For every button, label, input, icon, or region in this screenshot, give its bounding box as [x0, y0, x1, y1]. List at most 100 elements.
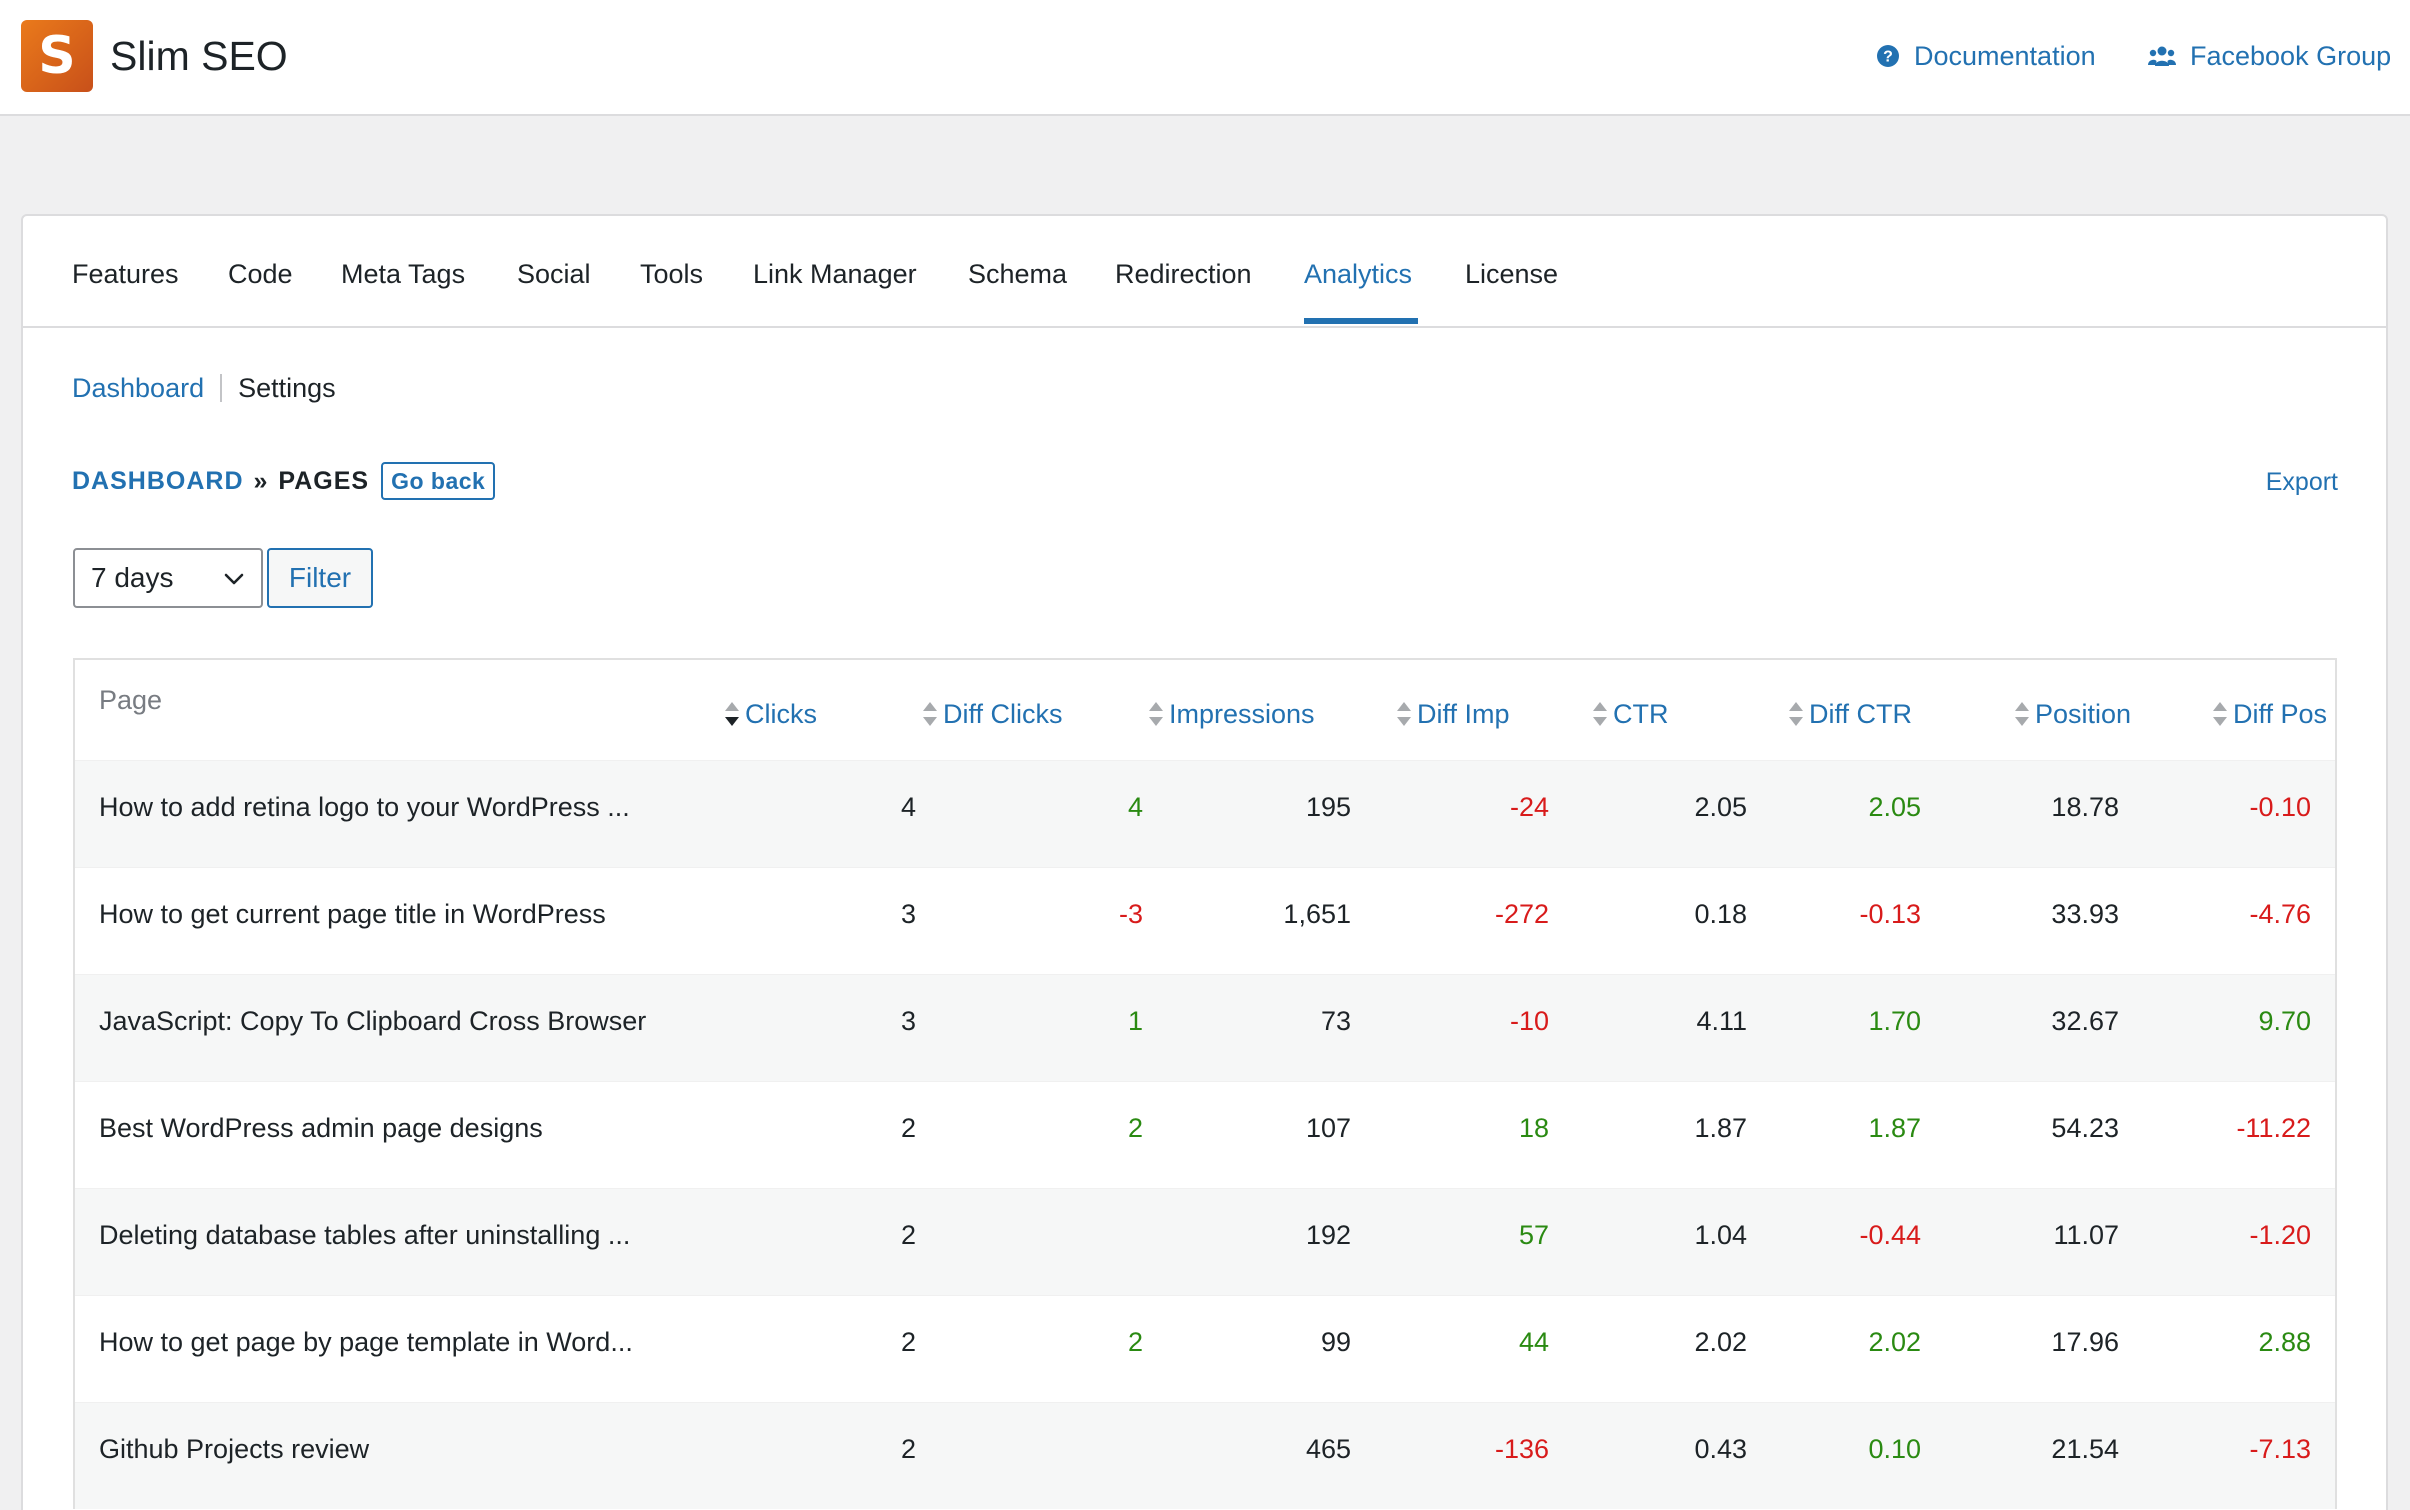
breadcrumb-separator: »	[253, 467, 269, 495]
column-header-diff-clicks[interactable]: Diff Clicks	[921, 696, 1063, 732]
column-header-position[interactable]: Position	[2013, 696, 2131, 732]
slim-seo-logo: S	[21, 20, 93, 92]
tab-bar: Features Code Meta Tags Social Tools Lin…	[23, 216, 2386, 328]
tab-social[interactable]: Social	[517, 259, 591, 289]
subnav-settings[interactable]: Settings	[238, 373, 336, 403]
diff-pos-cell: 2.88	[2258, 1327, 2311, 1357]
subnav-divider	[220, 374, 223, 402]
sort-icon	[1593, 702, 1607, 726]
diff-pos-cell: 9.70	[2258, 1006, 2311, 1036]
tab-redirection[interactable]: Redirection	[1115, 259, 1252, 289]
table-header: Page Clicks Diff Clicks Impressions Diff…	[75, 660, 2335, 760]
column-header-label: CTR	[1613, 699, 1669, 729]
breadcrumb-dashboard[interactable]: DASHBOARD	[72, 467, 244, 495]
column-header-diff-imp[interactable]: Diff Imp	[1395, 696, 1510, 732]
svg-text:?: ?	[1883, 49, 1893, 66]
diff-ctr-cell: -0.13	[1859, 899, 1921, 929]
breadcrumb-current: PAGES	[278, 467, 370, 495]
active-tab-indicator	[1304, 318, 1418, 324]
page-title-cell[interactable]: Deleting database tables after uninstall…	[99, 1220, 631, 1250]
sort-icon	[1397, 702, 1411, 726]
ctr-cell: 0.18	[1694, 899, 1747, 929]
diff-imp-cell: -136	[1494, 1434, 1549, 1464]
tab-schema[interactable]: Schema	[968, 259, 1068, 289]
clicks-cell: 2	[900, 1434, 916, 1464]
ctr-cell: 2.02	[1694, 1327, 1747, 1357]
clicks-cell: 2	[900, 1113, 916, 1143]
table-row: Best WordPress admin page designs 2 2 10…	[75, 1081, 2335, 1188]
position-cell: 21.54	[2051, 1434, 2119, 1464]
page-title-cell[interactable]: How to add retina logo to your WordPress…	[99, 792, 630, 822]
go-back-button[interactable]: Go back	[381, 462, 496, 500]
ctr-cell: 1.87	[1694, 1113, 1747, 1143]
ctr-cell: 1.04	[1694, 1220, 1747, 1250]
tab-analytics[interactable]: Analytics	[1304, 259, 1413, 289]
diff-ctr-cell: 0.10	[1868, 1434, 1921, 1464]
column-header-label: Diff CTR	[1809, 699, 1913, 729]
clicks-cell: 3	[900, 1006, 916, 1036]
position-cell: 11.07	[2053, 1220, 2119, 1250]
impressions-cell: 99	[1320, 1327, 1351, 1357]
table-row: How to get current page title in WordPre…	[75, 867, 2335, 974]
diff-pos-cell: -0.10	[2249, 792, 2311, 822]
position-cell: 54.23	[2051, 1113, 2119, 1143]
logo-letter: S	[38, 26, 76, 86]
tab-license[interactable]: License	[1465, 259, 1559, 289]
impressions-cell: 73	[1320, 1006, 1351, 1036]
sort-desc-icon	[725, 702, 739, 726]
diff-ctr-cell: 1.87	[1868, 1113, 1921, 1143]
impressions-cell: 1,651	[1283, 899, 1351, 929]
tab-code[interactable]: Code	[228, 259, 293, 289]
clicks-cell: 3	[900, 899, 916, 929]
diff-pos-cell: -11.22	[2236, 1113, 2311, 1143]
filter-button[interactable]: Filter	[267, 548, 373, 608]
diff-imp-cell: 57	[1518, 1220, 1549, 1250]
column-header-page: Page	[99, 685, 163, 715]
clicks-cell: 4	[900, 792, 916, 822]
period-select[interactable]: 7 days	[73, 548, 263, 608]
column-header-diff-ctr[interactable]: Diff CTR	[1787, 696, 1912, 732]
table-body: How to add retina logo to your WordPress…	[75, 760, 2335, 1509]
tab-meta-tags[interactable]: Meta Tags	[341, 259, 466, 289]
column-header-ctr[interactable]: CTR	[1591, 696, 1669, 732]
page-title-cell[interactable]: How to get current page title in WordPre…	[99, 899, 606, 929]
tab-link-manager[interactable]: Link Manager	[753, 259, 917, 289]
tab-tools[interactable]: Tools	[640, 259, 704, 289]
clicks-cell: 2	[900, 1220, 916, 1250]
pages-table: Page Clicks Diff Clicks Impressions Diff…	[73, 658, 2337, 1509]
export-link[interactable]: Export	[2265, 468, 2338, 496]
documentation-link[interactable]: ? Documentation	[1876, 38, 2096, 74]
facebook-group-link[interactable]: Facebook Group	[2148, 38, 2391, 74]
column-header-diff-pos[interactable]: Diff Pos	[2211, 696, 2327, 732]
diff-ctr-cell: 1.70	[1868, 1006, 1921, 1036]
diff-ctr-cell: -0.44	[1859, 1220, 1921, 1250]
diff-imp-cell: -272	[1494, 899, 1549, 929]
page-title-cell[interactable]: How to get page by page template in Word…	[99, 1327, 633, 1357]
table-row: Deleting database tables after uninstall…	[75, 1188, 2335, 1295]
tab-features[interactable]: Features	[72, 259, 179, 289]
column-header-label: Position	[2035, 699, 2132, 729]
sort-icon	[2015, 702, 2029, 726]
column-header-label: Clicks	[745, 699, 817, 729]
column-header-label: Diff Imp	[1417, 699, 1510, 729]
sort-icon	[1149, 702, 1163, 726]
diff-clicks-cell: 1	[1127, 1006, 1143, 1036]
sort-icon	[2213, 702, 2227, 726]
diff-clicks-cell: 2	[1127, 1327, 1143, 1357]
help-icon: ?	[1877, 45, 1899, 67]
diff-clicks-cell: 2	[1127, 1113, 1143, 1143]
position-cell: 32.67	[2051, 1006, 2119, 1036]
page-title-cell[interactable]: JavaScript: Copy To Clipboard Cross Brow…	[99, 1006, 647, 1036]
position-cell: 33.93	[2051, 899, 2119, 929]
column-header-label: Impressions	[1169, 699, 1315, 729]
page-title-cell[interactable]: Github Projects review	[99, 1434, 370, 1464]
table-row: How to add retina logo to your WordPress…	[75, 760, 2335, 867]
diff-pos-cell: -4.76	[2249, 899, 2311, 929]
column-header-impressions[interactable]: Impressions	[1147, 696, 1315, 732]
column-header-clicks[interactable]: Clicks	[723, 696, 817, 732]
page-title-cell[interactable]: Best WordPress admin page designs	[99, 1113, 543, 1143]
subnav-dashboard[interactable]: Dashboard	[72, 373, 205, 403]
diff-pos-cell: -7.13	[2249, 1434, 2311, 1464]
app-title: Slim SEO	[110, 33, 288, 79]
chevron-down-icon	[224, 573, 244, 585]
